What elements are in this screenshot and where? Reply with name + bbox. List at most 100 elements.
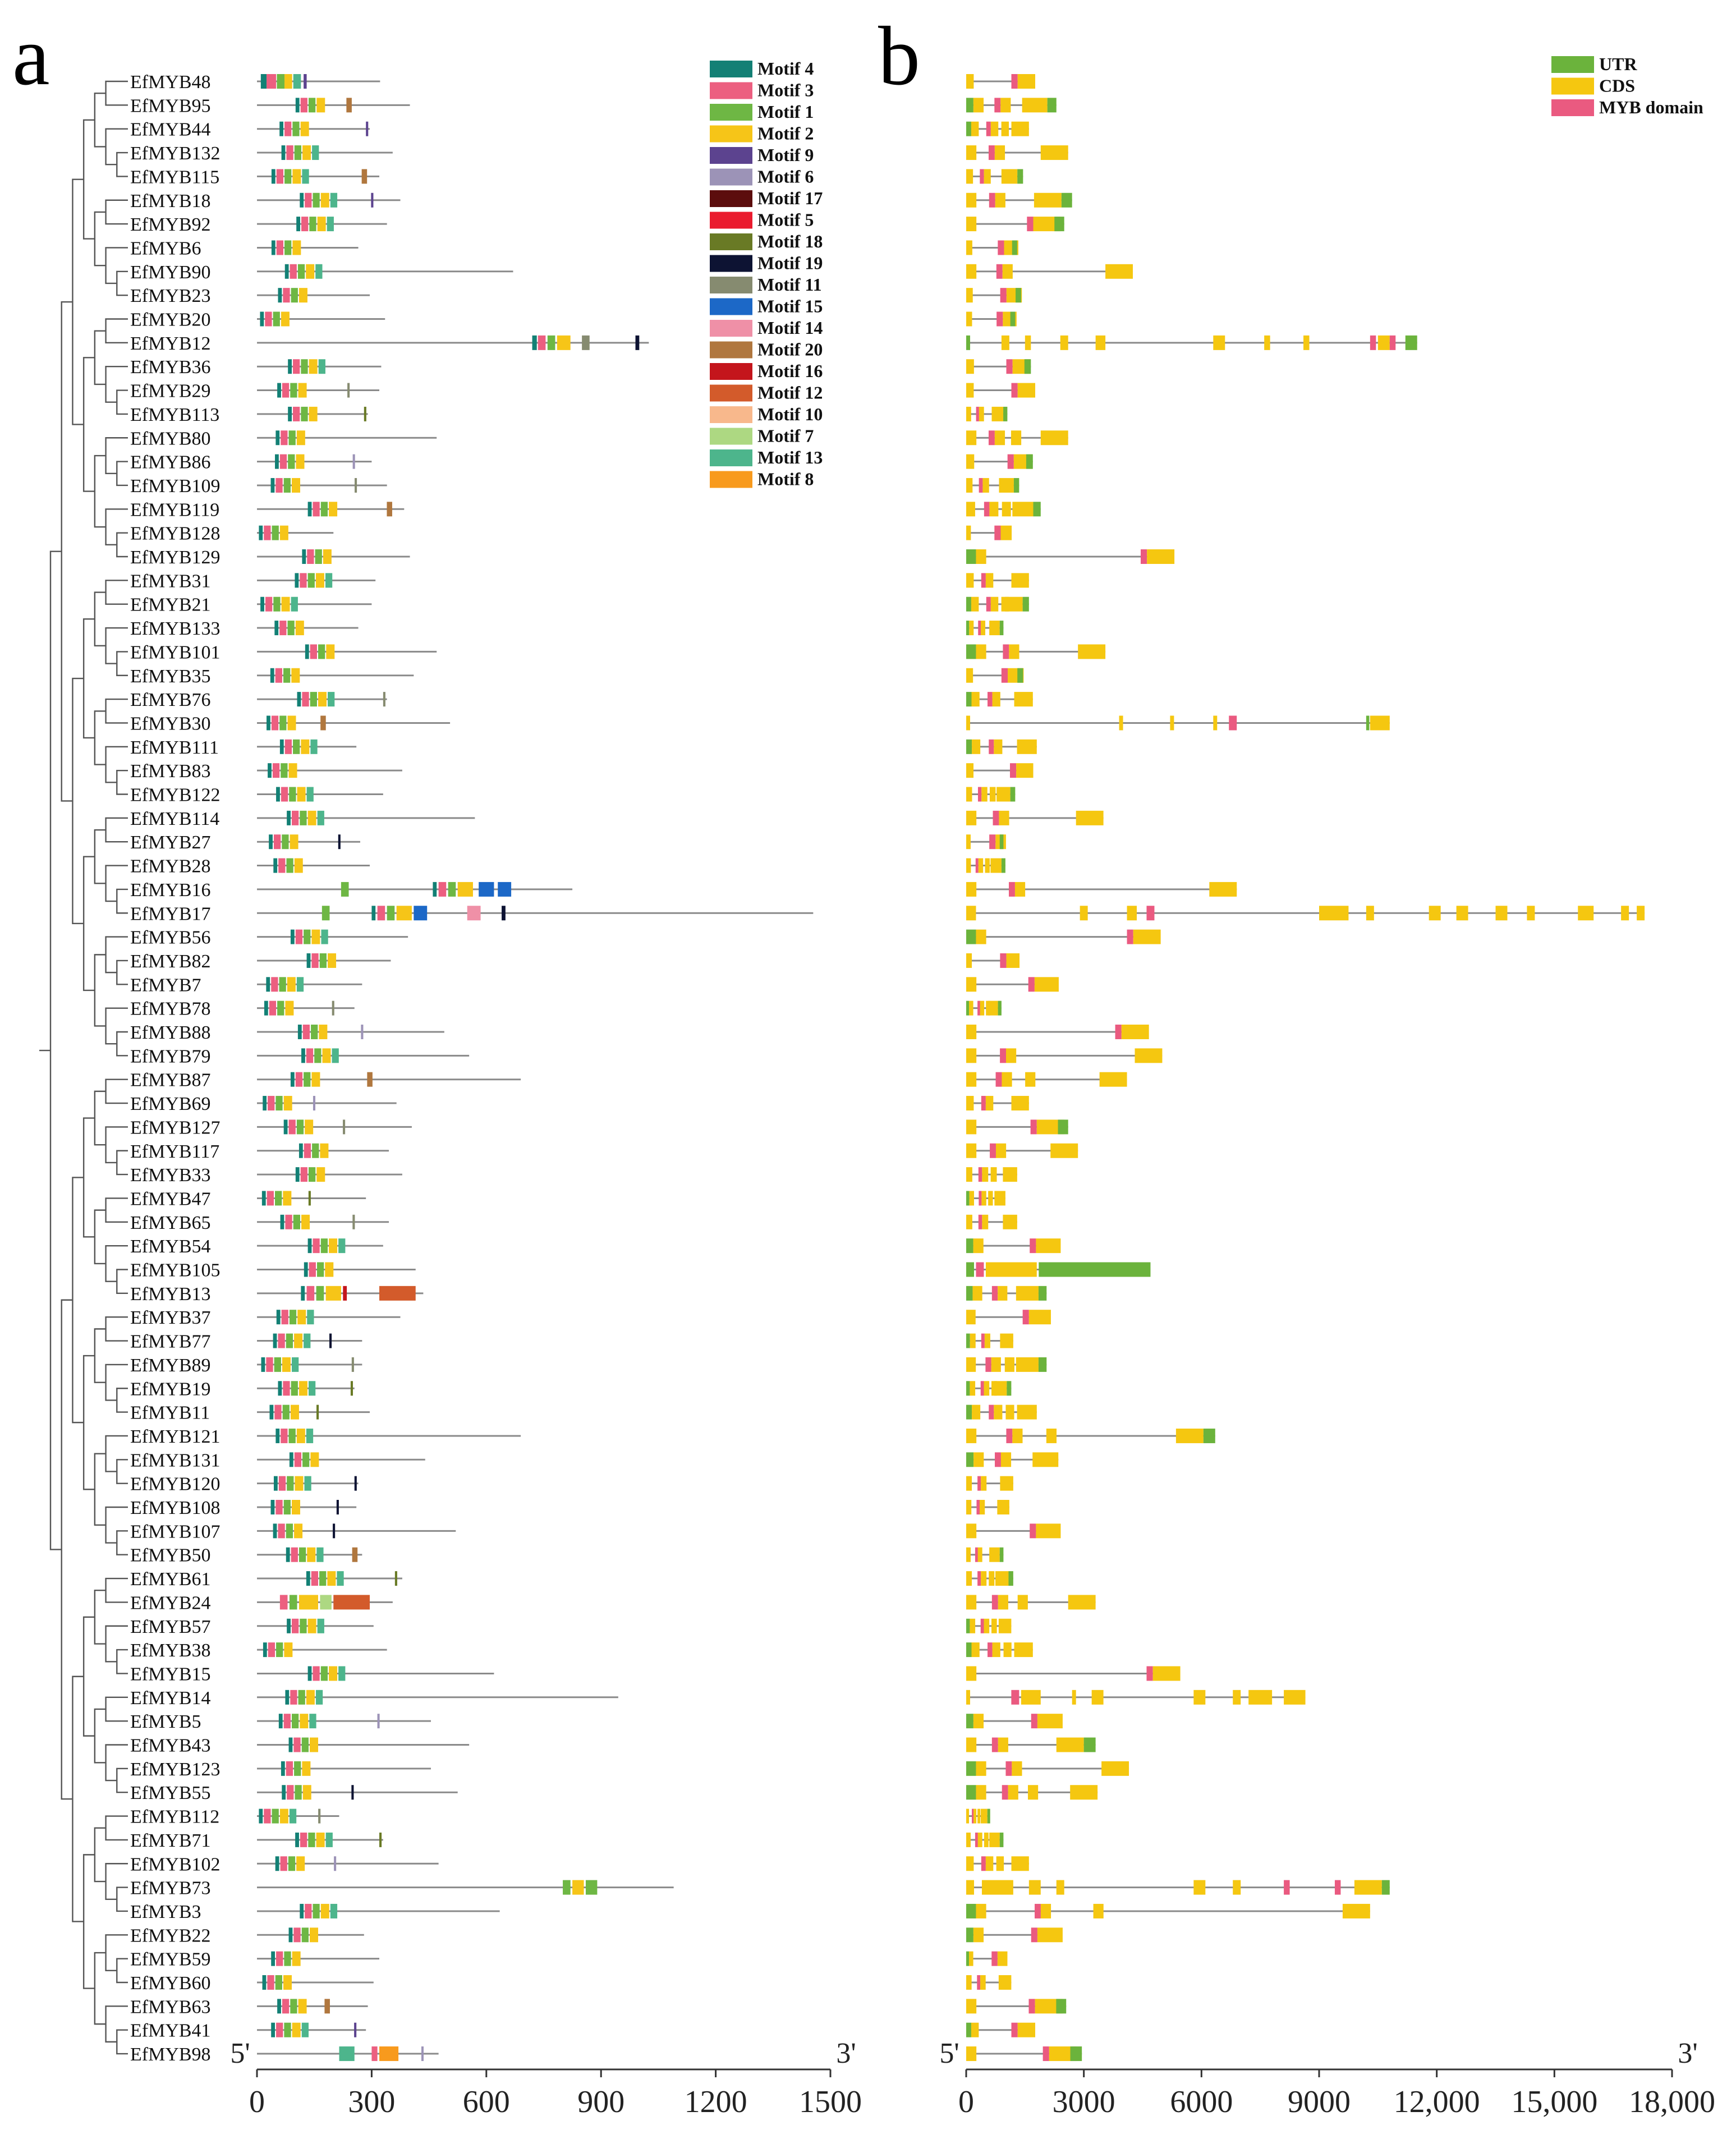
legend-swatch	[710, 104, 752, 121]
legend-swatch	[710, 384, 752, 402]
cds-box	[1034, 977, 1059, 992]
motif-box	[286, 1333, 293, 1348]
myb-box	[989, 834, 996, 850]
legend-label: Motif 17	[757, 188, 823, 208]
myb-box	[977, 1571, 981, 1586]
gene-label: EfMYB11	[130, 1403, 210, 1424]
tree-branch	[105, 199, 128, 225]
tree-branch	[116, 769, 128, 795]
tree-branch	[94, 455, 106, 528]
tree-branch	[82, 119, 95, 240]
utr-box	[999, 1832, 1004, 1847]
motif-box	[284, 240, 292, 255]
tree-branch	[82, 1117, 95, 1238]
utr-box	[1024, 359, 1031, 374]
motif-box	[296, 977, 304, 992]
utr-box	[966, 1333, 970, 1348]
gene-label: EfMYB13	[130, 1284, 211, 1305]
tree-branch	[116, 2029, 128, 2055]
motif-box	[267, 74, 277, 89]
utr-box	[1054, 217, 1064, 232]
motif-box	[289, 1595, 297, 1610]
gene-label: EfMYB35	[130, 666, 211, 687]
myb-box	[979, 478, 983, 493]
cds-box	[1233, 1690, 1241, 1705]
motif-box	[271, 2022, 275, 2037]
gene-label: EfMYB95	[130, 95, 211, 116]
motif-box	[319, 953, 327, 968]
motif-box	[267, 715, 270, 731]
gene-label: EfMYB108	[130, 1498, 221, 1518]
motif-box	[319, 1025, 328, 1039]
motif-box	[338, 834, 341, 850]
legend-label: Motif 3	[757, 80, 814, 100]
cds-box	[984, 1618, 990, 1633]
myb-box	[1370, 335, 1376, 350]
cds-box	[976, 1761, 986, 1776]
cds-box	[994, 1191, 1005, 1206]
cds-box	[966, 1310, 976, 1325]
motif-box	[260, 74, 267, 89]
gene-label: EfMYB71	[130, 1830, 211, 1851]
motif-box	[298, 1999, 307, 2014]
tree-branch	[82, 856, 95, 992]
myb-box	[975, 1832, 978, 1847]
cds-box	[1578, 906, 1594, 921]
motif-box	[292, 1714, 299, 1729]
cds-box	[966, 906, 976, 921]
cds-box	[982, 478, 989, 493]
motif-box	[290, 834, 298, 850]
gene-label: EfMYB115	[130, 167, 219, 187]
motif-box	[313, 192, 320, 208]
gene-label: EfMYB24	[130, 1592, 211, 1613]
motif-box	[310, 692, 317, 707]
cds-box	[966, 1880, 974, 1895]
motif-box	[315, 573, 324, 588]
gene-label: EfMYB22	[130, 1925, 211, 1946]
motif-box	[265, 596, 273, 612]
motif-box	[290, 264, 297, 279]
motif-box	[277, 74, 285, 89]
myb-box	[981, 573, 986, 588]
motif-box	[274, 1357, 281, 1372]
motif-box	[320, 1143, 329, 1158]
cds-box	[1014, 882, 1026, 897]
cds-box	[1233, 1880, 1241, 1895]
motif-box	[264, 525, 271, 540]
tree-branch	[94, 92, 106, 148]
myb-box	[978, 1167, 982, 1182]
myb-box	[989, 1404, 994, 1420]
tree-branch	[105, 817, 128, 843]
motif-box	[295, 1785, 302, 1800]
motif-box	[274, 1404, 282, 1420]
cds-box	[966, 1476, 972, 1491]
gene-label: EfMYB73	[130, 1878, 211, 1899]
cds-box	[966, 668, 973, 683]
motif-box	[280, 1856, 287, 1871]
tree-branch	[61, 1299, 73, 1800]
motif-box	[310, 739, 318, 754]
utr-box	[1008, 1571, 1013, 1586]
cds-box	[1056, 1880, 1064, 1895]
motif-box	[295, 621, 304, 636]
motif-box	[306, 1571, 310, 1586]
gene-label: EfMYB101	[130, 642, 221, 663]
motif-box	[273, 1523, 277, 1539]
cds-box	[997, 1500, 1009, 1514]
cds-box	[1011, 430, 1022, 446]
motif-box	[301, 406, 308, 421]
utr-box	[999, 621, 1004, 636]
motif-box	[316, 1286, 324, 1301]
motif-box	[311, 1072, 320, 1087]
motif-box	[261, 1357, 265, 1372]
motif-box	[309, 217, 316, 232]
myb-box	[998, 240, 1004, 255]
myb-box	[988, 430, 995, 446]
motif-box	[291, 1547, 298, 1562]
myb-box	[980, 1381, 984, 1396]
legend-label: Motif 12	[757, 383, 823, 403]
gene-label: EfMYB38	[130, 1640, 211, 1661]
myb-box	[981, 1333, 985, 1348]
gene-label: EfMYB133	[130, 618, 221, 639]
motif-box	[297, 692, 301, 707]
